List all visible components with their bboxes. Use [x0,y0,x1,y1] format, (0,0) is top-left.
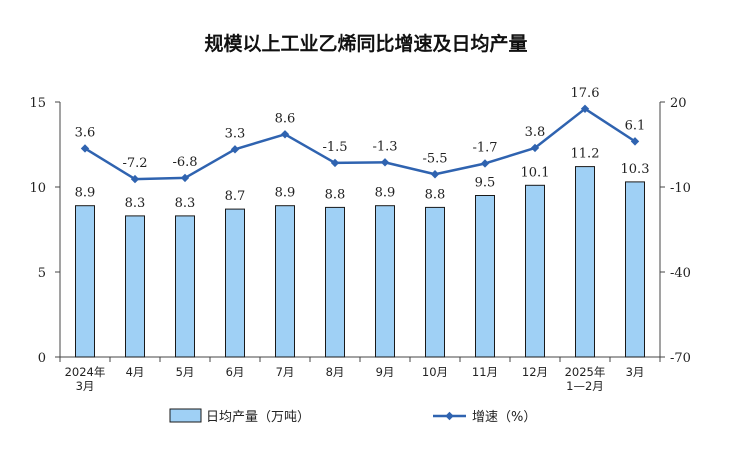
line-value-label: 3.6 [75,125,96,140]
x-tick-label: 11月 [472,365,498,379]
bar [275,205,295,358]
line-point [180,173,190,183]
left-tick-label: 0 [38,351,46,366]
bar [475,195,495,358]
line-value-label: 3.3 [225,126,246,141]
line-point [630,137,640,146]
bar [225,208,245,358]
line-value-label: -5.5 [422,151,447,166]
bar-value-label: 8.8 [425,187,446,202]
x-tick-label: 3月 [626,365,645,379]
legend-line-marker [445,411,454,421]
line-point [380,158,390,167]
bar-value-label: 8.3 [125,196,146,211]
bar-value-label: 9.5 [475,176,496,191]
bar-value-label: 8.8 [325,187,346,202]
line-value-label: 3.8 [525,125,546,140]
line-value-label: -7.2 [122,156,147,171]
line-value-label: -6.8 [172,155,197,170]
line-value-label: -1.5 [322,140,347,155]
bar-value-label: 8.9 [75,186,96,201]
line-point [80,144,90,153]
x-tick-label: 5月 [176,365,195,379]
line-value-label: -1.7 [472,140,497,155]
bar-series [75,166,645,358]
right-tick-label: 20 [670,96,687,111]
right-tick-label: -10 [670,181,691,196]
x-tick-label: 4月 [126,365,145,379]
line-point [230,145,240,154]
bar-value-label: 8.7 [225,189,246,204]
line-point [480,159,490,168]
axes: 0 5 10 15 -70 -40 -10 20 [29,96,690,366]
bar [525,184,545,358]
line-series [80,104,640,184]
x-tick-label: 2025年 1—2月 [565,365,606,393]
chart-title: 规模以上工业乙烯同比增速及日均产量 [204,32,527,55]
data-labels: 8.9 8.3 8.3 8.7 8.9 8.8 8.9 8.8 9.5 10.1 11.2 10.3 3… [75,86,650,211]
bar [325,206,345,358]
left-tick-label: 15 [29,96,46,111]
bar-value-label: 10.3 [621,162,650,177]
x-tick-label: 6月 [226,365,245,379]
left-tick-label: 10 [29,181,46,196]
bar [375,205,395,358]
bar [425,206,445,358]
line-point [280,130,290,139]
bar-value-label: 8.9 [275,186,296,201]
line-point [530,143,540,153]
bar-value-label: 10.1 [521,165,550,180]
bar-value-label: 8.3 [175,196,196,211]
right-tick-label: -40 [670,266,691,281]
bar [125,215,145,358]
bar [625,181,645,358]
line-point [580,104,590,113]
growth-line [84,107,636,181]
legend-bar-label: 日均产量（万吨） [206,410,310,425]
line-value-label: -1.3 [372,139,397,154]
line-value-label: 8.6 [275,111,296,126]
x-tick-label: 10月 [422,365,448,379]
x-tick-label: 7月 [276,365,295,379]
legend: 日均产量（万吨） 增速（%） [169,408,536,425]
bar [175,215,195,358]
x-tick-labels: 2024年 3月 4月 5月 6月 7月 8月 9月 10月 11月 12月 2025年 1—2月 3月 [65,365,645,393]
line-point [130,174,140,184]
x-tick-label: 12月 [522,365,548,379]
legend-bar-swatch [169,408,202,423]
right-tick-label: -70 [670,351,691,366]
x-tick-label: 9月 [376,365,395,379]
left-tick-label: 5 [38,266,46,281]
bar-value-label: 11.2 [571,147,600,162]
bar [75,205,95,358]
legend-line-label: 增速（%） [472,410,536,425]
x-tick-label: 8月 [326,365,345,379]
x-tick-label: 2024年 3月 [65,365,106,393]
line-value-label: 6.1 [625,118,646,133]
bar [575,166,595,358]
line-point [430,170,440,179]
line-value-label: 17.6 [571,86,600,101]
bar-value-label: 8.9 [375,186,396,201]
line-point [330,158,340,168]
